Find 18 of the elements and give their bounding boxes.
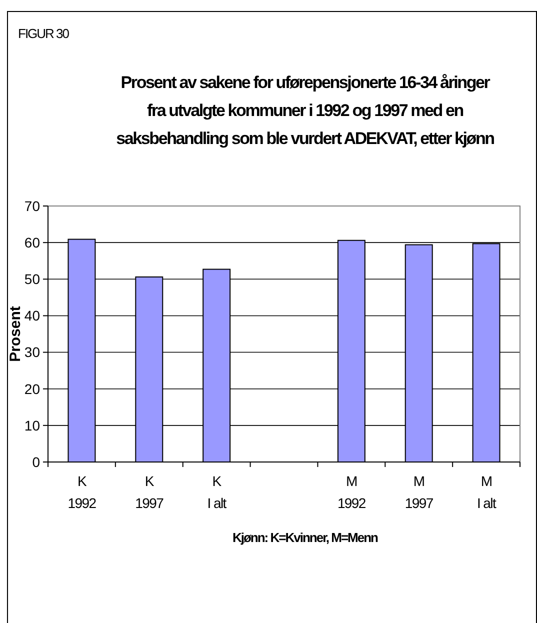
y-tick-label: 70	[24, 198, 40, 214]
x-tick-label: K I alt	[207, 473, 227, 511]
y-tick-label: 20	[24, 380, 40, 397]
x-tick-label: K 1992	[68, 473, 97, 511]
text: FIGUR 30	[18, 26, 70, 41]
x-axis-title: Kjønn: K=Kvinner, M=Menn	[232, 530, 379, 545]
x-tick-label: M 1992	[337, 473, 366, 511]
x-tick-label: K 1997	[135, 473, 164, 511]
y-tick-label: 50	[24, 271, 40, 288]
y-tick-label: 60	[24, 234, 40, 250]
y-axis-title: Prosent	[7, 306, 24, 362]
y-tick-label: 0	[32, 454, 40, 470]
chart-title: Prosent av sakene for uførepensjonerte 16-34 åringer fra utvalgte kommuner i 1992 og 1997 med en saksbehandling som ble vurdert ADEKVAT, etter kjønn	[116, 73, 495, 148]
x-tick-label: M 1997	[404, 473, 434, 511]
y-tick-label: 30	[24, 344, 40, 360]
x-tick-label: M I alt	[476, 473, 496, 511]
y-tick-label: 40	[24, 308, 40, 324]
y-tick-label: 10	[24, 417, 40, 434]
